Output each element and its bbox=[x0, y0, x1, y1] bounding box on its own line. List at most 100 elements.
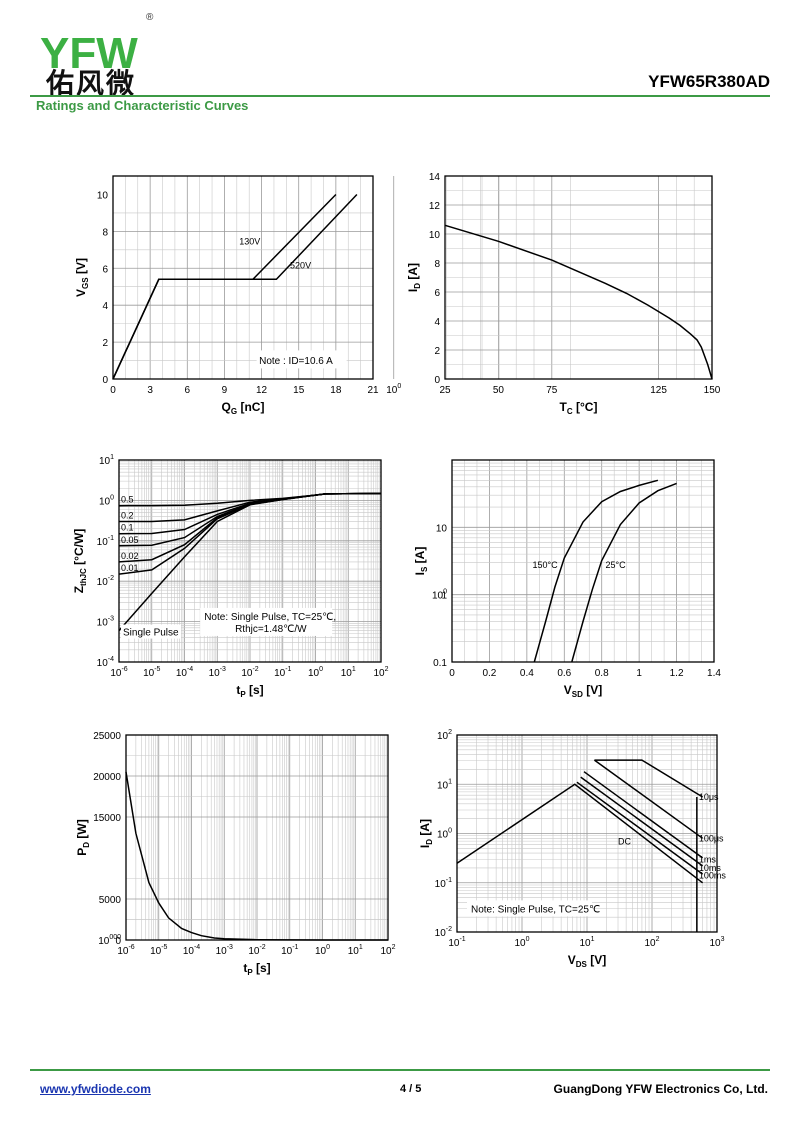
x-tick-label: 1.4 bbox=[707, 668, 721, 679]
y-tick-label: 10-1 bbox=[97, 535, 114, 548]
chart-note: Note: Single Pulse, TC=25℃, bbox=[204, 612, 336, 623]
series-label: 1ms bbox=[699, 854, 717, 864]
section-title: Ratings and Characteristic Curves bbox=[36, 98, 249, 113]
series-label: 130V bbox=[239, 236, 260, 246]
company-name: GuangDong YFW Electronics Co, Ltd. bbox=[553, 1082, 768, 1096]
y-axis-label: PD [W] bbox=[75, 819, 91, 855]
series-line bbox=[594, 759, 703, 798]
x-axis-label: tP [s] bbox=[236, 683, 263, 699]
chart-note: Note: Single Pulse, TC=25℃ bbox=[471, 904, 600, 915]
x-tick-label: 101 bbox=[341, 666, 356, 679]
transient-thermal-impedance-group: 10-6 10-5 10-4 10-3 10-2 10-1 100 101 102 10-4 10-… bbox=[72, 454, 389, 699]
series-line bbox=[456, 783, 704, 884]
x-tick-label: 10-5 bbox=[150, 944, 167, 957]
y-tick-label: 100 bbox=[437, 828, 452, 841]
page-number: 4 / 5 bbox=[400, 1083, 422, 1095]
series-line bbox=[583, 771, 704, 859]
x-tick-label: 10-5 bbox=[143, 666, 160, 679]
y-tick-label: 0.1 bbox=[433, 658, 447, 669]
y-tick-label: 25000 bbox=[93, 731, 121, 742]
y-tick-label: 14 bbox=[429, 172, 441, 183]
x-tick-label: 100 bbox=[308, 666, 323, 679]
y-tick-label: 10 bbox=[429, 230, 441, 241]
x-tick-label: 1 bbox=[636, 668, 642, 679]
x-tick-label: 0.4 bbox=[520, 668, 534, 679]
series-label: 0.05 bbox=[121, 535, 139, 545]
series-label: 10ms bbox=[699, 863, 722, 873]
id-vs-tc-frame bbox=[444, 175, 713, 380]
series-line bbox=[444, 224, 713, 380]
y-tick-label: 100 bbox=[99, 494, 114, 507]
x-tick-label: 101 bbox=[579, 936, 594, 949]
x-tick-label: 0.8 bbox=[595, 668, 609, 679]
x-tick-label: 0.6 bbox=[557, 668, 571, 679]
series-label: 150°C bbox=[532, 560, 558, 570]
x-tick-label: 10-1 bbox=[281, 944, 298, 957]
logo-chinese-name: 佑风微 bbox=[46, 67, 137, 100]
x-tick-label: 10-3 bbox=[216, 944, 233, 957]
gate-charge-frame bbox=[112, 175, 374, 380]
y-tick-label: 10-2 bbox=[435, 926, 452, 939]
x-tick-label: 1.2 bbox=[670, 668, 684, 679]
chart-note: Note : ID=10.6 A bbox=[259, 356, 333, 367]
x-tick-label: 6 bbox=[185, 385, 191, 396]
website-link[interactable]: www.yfwdiode.com bbox=[40, 1082, 151, 1096]
y-tick-label: 0 bbox=[102, 375, 108, 386]
x-tick-label: 10-6 bbox=[117, 944, 134, 957]
note-background bbox=[200, 607, 333, 636]
id-vs-tc-group: 25 50 75 100 125 150 0 2 4 6 8 10 12 14 TC [°C] ID [A] bbox=[386, 172, 721, 416]
x-tick-label: 10-6 bbox=[110, 666, 127, 679]
series-label: 0.5 bbox=[121, 495, 134, 505]
y-tick-label: 4 bbox=[102, 301, 108, 312]
y-tick-label: 15000 bbox=[93, 813, 121, 824]
series-label: 0.01 bbox=[121, 563, 139, 573]
series-label: Single Pulse bbox=[123, 628, 179, 639]
series-label: 100μs bbox=[699, 833, 724, 843]
series-line bbox=[112, 193, 358, 380]
note-background bbox=[121, 624, 181, 639]
series-line bbox=[576, 781, 704, 875]
x-tick-label: 10-2 bbox=[248, 944, 265, 957]
x-tick-label: 10-2 bbox=[241, 666, 258, 679]
series-label: 25°C bbox=[605, 560, 626, 570]
header-divider bbox=[30, 95, 770, 97]
x-tick-label: 0.2 bbox=[482, 668, 496, 679]
y-tick-label: 0 bbox=[115, 936, 121, 947]
x-tick-label: 101 bbox=[348, 944, 363, 957]
x-tick-label: 102 bbox=[380, 944, 395, 957]
gate-charge-grid bbox=[112, 176, 373, 380]
x-tick-label: 21 bbox=[367, 385, 379, 396]
y-axis-label: IS [A] bbox=[413, 547, 429, 576]
logo-brand-text: YFW bbox=[40, 29, 138, 78]
body-diode-grid bbox=[451, 460, 714, 663]
x-axis-label: VDS [V] bbox=[568, 953, 606, 969]
x-axis-label: TC [°C] bbox=[560, 400, 598, 416]
y-tick-label: 102 bbox=[437, 729, 452, 742]
chart-note: Rthjc=1.48℃/W bbox=[235, 624, 307, 635]
x-tick-label: 10-1 bbox=[274, 666, 291, 679]
power-dissipation-grid bbox=[125, 735, 388, 941]
transient-thermal-impedance-frame bbox=[118, 459, 382, 663]
gate-charge-group: 0 3 6 9 12 15 18 21 0 2 4 6 8 10 QG [nC] VGS [V] 130V 520… bbox=[74, 175, 379, 416]
body-diode-group: 0 0.2 0.4 0.6 0.8 1 1.2 1.4 0.1 1 10 100 VSD [V] IS [… bbox=[413, 459, 721, 699]
y-tick-label: 2 bbox=[102, 338, 108, 349]
series-label: 0.02 bbox=[121, 551, 139, 561]
note-background bbox=[256, 350, 347, 369]
series-label: DC bbox=[618, 836, 631, 846]
x-tick-label: 15 bbox=[293, 385, 305, 396]
x-tick-label: 125 bbox=[650, 385, 667, 396]
registered-mark: ® bbox=[146, 12, 154, 23]
x-tick-label: 50 bbox=[493, 385, 505, 396]
x-tick-label: 10-1 bbox=[448, 936, 465, 949]
x-tick-label: 75 bbox=[546, 385, 558, 396]
y-axis-label: VGS [V] bbox=[74, 258, 90, 297]
y-tick-label: 10000 bbox=[98, 934, 121, 947]
y-tick-label: 10-2 bbox=[97, 575, 114, 588]
x-tick-label: 10-4 bbox=[176, 666, 193, 679]
body-diode-frame bbox=[451, 459, 715, 663]
x-tick-label: 9 bbox=[222, 385, 228, 396]
x-tick-label: 0 bbox=[110, 385, 116, 396]
x-axis-label: tP [s] bbox=[243, 961, 270, 977]
